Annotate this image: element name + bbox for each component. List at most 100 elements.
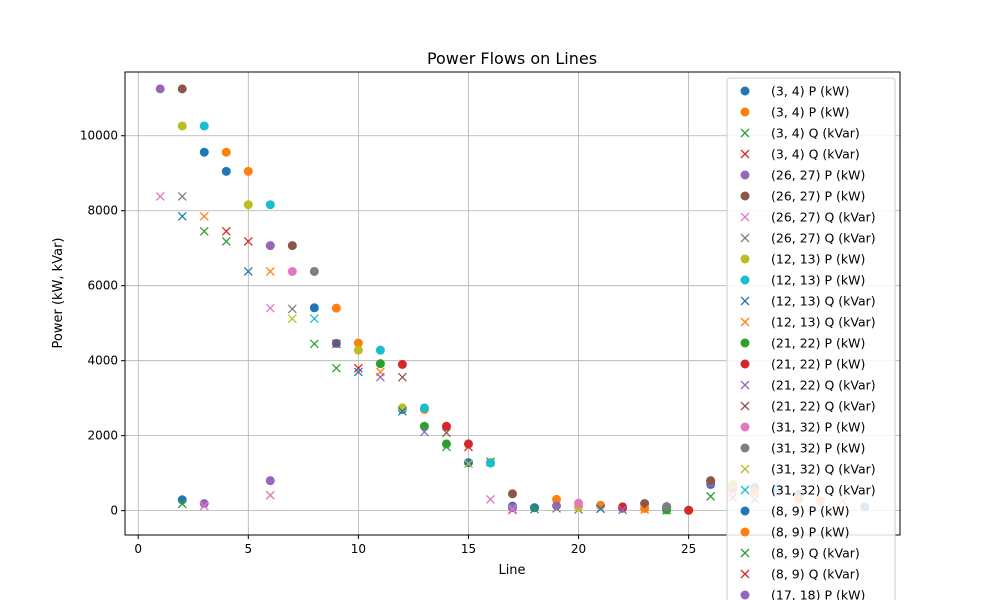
axis-ticks: 0 5 10 15 20 25 0 2000 4000 6000 8000 10000 (80, 129, 696, 556)
data-point (221, 226, 231, 236)
legend-label: (31, 32) Q (kVar) (771, 462, 876, 477)
legend-marker (740, 149, 750, 159)
legend-label: (26, 27) P (kW) (771, 168, 865, 183)
data-point (375, 345, 385, 355)
legend-label: (26, 27) Q (kVar) (771, 231, 876, 246)
data-point (662, 502, 672, 512)
data-point (375, 372, 385, 382)
legend-marker (740, 464, 750, 474)
legend-entry: (8, 9) Q (kVar) (740, 567, 860, 582)
legend-entry: (26, 27) P (kW) (740, 189, 865, 204)
series-3 (221, 226, 738, 515)
legend-marker (740, 338, 750, 348)
data-point (177, 84, 187, 94)
series-19 (309, 314, 319, 324)
legend-label: (8, 9) P (kW) (771, 525, 849, 540)
y-tick-label: 0 (110, 504, 118, 518)
y-tick-label: 4000 (87, 354, 118, 368)
series-10 (177, 211, 760, 514)
legend-box (726, 77, 896, 600)
data-point (618, 505, 628, 515)
legend-marker (740, 212, 750, 222)
legend-entry: (26, 27) Q (kVar) (740, 210, 876, 225)
plot-frame (124, 71, 901, 536)
legend-entry: (21, 22) Q (kVar) (740, 378, 876, 393)
data-point (177, 499, 187, 509)
data-point (353, 367, 363, 377)
data-point (177, 211, 187, 221)
legend-label: (3, 4) Q (kVar) (771, 126, 860, 141)
data-point (331, 339, 341, 349)
data-point (552, 501, 562, 511)
legend-entry: (12, 13) Q (kVar) (740, 315, 876, 330)
data-point (530, 503, 540, 513)
legend-entry: (3, 4) P (kW) (740, 84, 849, 99)
legend-marker (740, 380, 750, 390)
legend-label: (12, 13) Q (kVar) (771, 315, 876, 330)
data-point (640, 505, 650, 514)
data-point (485, 458, 495, 468)
legend-entry: (8, 9) Q (kVar) (740, 546, 860, 561)
data-point (199, 211, 209, 221)
legend-label: (8, 9) Q (kVar) (771, 567, 860, 582)
data-point (309, 303, 319, 313)
x-axis-label: Line (498, 563, 525, 578)
legend-label: (12, 13) P (kW) (771, 273, 865, 288)
legend-entry: (31, 32) P (kW) (740, 420, 865, 435)
data-point (177, 192, 187, 201)
legend-entry: (3, 4) P (kW) (740, 105, 849, 120)
data-point (309, 314, 319, 324)
x-tick-label: 0 (134, 542, 142, 556)
legend-entry: (8, 9) P (kW) (740, 504, 849, 519)
legend-entry: (8, 9) P (kW) (740, 525, 849, 540)
data-point (552, 494, 562, 504)
legend-label: (21, 22) Q (kVar) (771, 399, 876, 414)
data-point (287, 314, 297, 324)
legend-label: (21, 22) P (kW) (771, 357, 865, 372)
data-point (706, 491, 716, 501)
data-point (441, 439, 451, 449)
data-point (265, 200, 275, 210)
legend-label: (26, 27) Q (kVar) (771, 210, 876, 225)
data-marks (155, 84, 870, 515)
data-point (177, 121, 187, 131)
legend-label: (21, 22) Q (kVar) (771, 378, 876, 393)
data-point (265, 241, 275, 251)
data-point (397, 372, 407, 382)
data-point (177, 495, 187, 505)
legend-marker (740, 170, 750, 180)
legend-label: (12, 13) P (kW) (771, 252, 865, 267)
data-point (486, 494, 495, 504)
legend-entry: (12, 13) P (kW) (740, 273, 865, 288)
legend-marker (740, 296, 750, 306)
data-point (265, 476, 275, 486)
data-point (441, 428, 451, 438)
data-point (199, 226, 209, 236)
series-16 (287, 266, 584, 508)
legend-label: (21, 22) P (kW) (771, 336, 865, 351)
data-point (463, 439, 473, 449)
data-point (508, 504, 517, 514)
data-point (684, 505, 694, 515)
data-point (508, 489, 517, 499)
data-point (265, 303, 275, 313)
data-point (618, 502, 628, 512)
legend-marker (740, 569, 750, 579)
data-point (419, 421, 429, 431)
data-point (706, 476, 716, 486)
legend-entry: (12, 13) Q (kVar) (740, 294, 876, 309)
series-2 (177, 226, 716, 515)
legend-entry: (21, 22) P (kW) (740, 357, 865, 372)
data-point (265, 266, 275, 276)
data-point (199, 121, 209, 131)
data-point (353, 363, 363, 373)
legend-marker (740, 548, 750, 558)
series-17 (309, 266, 672, 512)
legend-label: (31, 32) P (kW) (771, 441, 865, 456)
data-point (552, 503, 561, 513)
chart-title: Power Flows on Lines (427, 49, 597, 68)
data-point (441, 421, 451, 431)
legend-marker (740, 128, 750, 138)
legend-label: (3, 4) P (kW) (771, 105, 849, 120)
